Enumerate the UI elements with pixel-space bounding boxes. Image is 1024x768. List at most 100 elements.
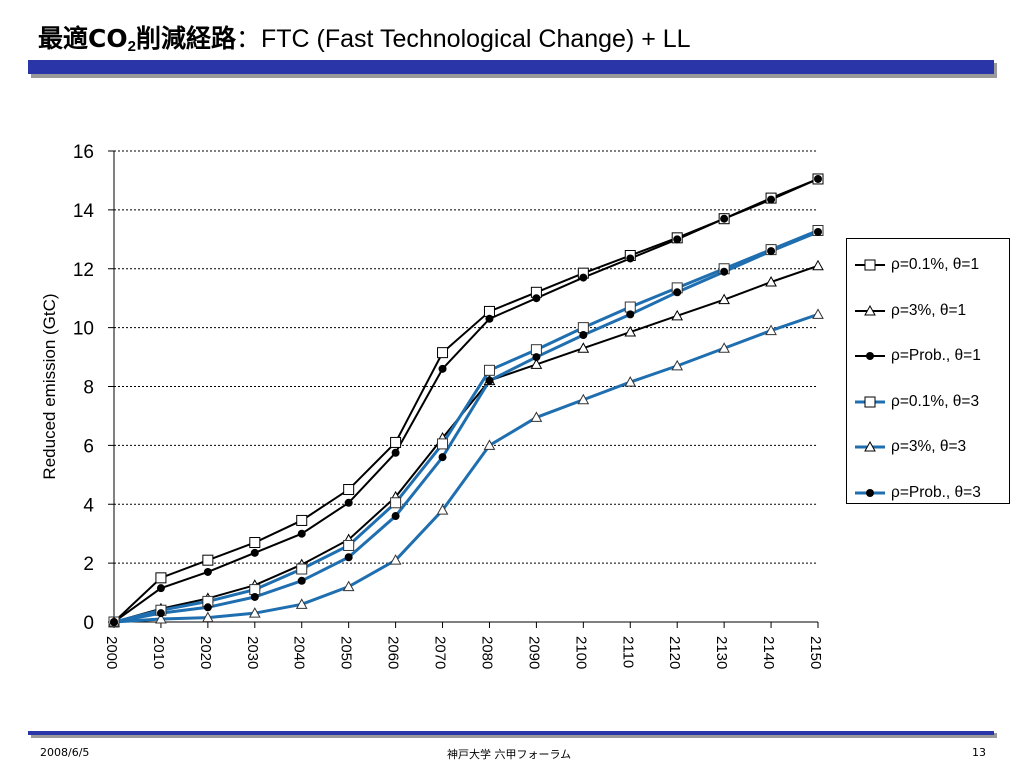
- data-point: [720, 267, 729, 276]
- data-point: [295, 598, 308, 609]
- data-point: [156, 609, 165, 618]
- x-tick-label: 2120: [666, 636, 683, 669]
- x-tick-label: 2080: [478, 636, 495, 669]
- header-bar: [28, 60, 994, 74]
- data-point: [249, 537, 261, 549]
- data-point: [673, 288, 682, 297]
- legend-label: ρ=0.1%, θ=3: [891, 392, 980, 410]
- data-point: [344, 553, 353, 562]
- legend-swatch: [855, 396, 885, 407]
- data-point: [577, 342, 590, 353]
- data-point: [438, 453, 447, 462]
- data-point: [344, 498, 353, 507]
- y-tick-label: 0: [83, 613, 94, 634]
- legend-swatch: [855, 259, 885, 271]
- data-point: [579, 330, 588, 339]
- legend-item: ρ=Prob., θ=1: [855, 346, 981, 366]
- x-tick-label: 2010: [150, 636, 167, 669]
- title-subscript: 2: [127, 38, 136, 55]
- data-point: [812, 308, 824, 319]
- x-tick-label: 2100: [572, 636, 589, 669]
- data-point: [814, 227, 822, 236]
- data-point: [391, 512, 400, 521]
- data-point: [297, 529, 306, 538]
- legend-label: ρ=Prob., θ=3: [891, 483, 981, 501]
- data-point: [814, 174, 822, 183]
- data-point: [767, 195, 776, 204]
- data-point: [532, 353, 541, 362]
- data-point: [718, 342, 730, 353]
- data-point: [673, 235, 682, 244]
- series-line: [113, 229, 819, 624]
- legend-swatch: [855, 440, 885, 452]
- title-prefix-b: 削減経路: [135, 24, 236, 53]
- x-tick-label: 2040: [291, 636, 308, 669]
- data-point: [203, 567, 212, 576]
- series-line: [113, 178, 819, 623]
- legend-item: ρ=0.1%, θ=1: [855, 255, 979, 275]
- data-point: [202, 611, 214, 623]
- footer-page-number: 13: [972, 746, 986, 759]
- y-tick-label: 14: [73, 201, 95, 222]
- legend-label: ρ=3%, θ=1: [891, 301, 967, 319]
- title-rest: ：FTC (Fast Technological Change) + LL: [235, 25, 691, 53]
- data-point: [671, 309, 684, 321]
- data-point: [296, 514, 308, 526]
- x-tick-label: 2110: [619, 636, 636, 668]
- data-point: [297, 576, 306, 585]
- data-point: [202, 554, 214, 566]
- x-tick-label: 2020: [197, 636, 214, 669]
- data-point: [342, 580, 355, 592]
- data-point: [390, 497, 402, 509]
- series-line: [113, 178, 819, 623]
- legend-swatch: [855, 488, 885, 497]
- y-tick-label: 6: [83, 436, 94, 457]
- x-tick-label: 2070: [432, 636, 449, 669]
- data-point: [248, 607, 261, 618]
- x-tick-label: 2140: [760, 636, 777, 669]
- y-tick-label: 12: [73, 260, 94, 281]
- x-tick-label: 2090: [525, 636, 542, 669]
- data-point: [296, 563, 308, 575]
- data-point: [530, 411, 543, 422]
- data-point: [765, 275, 777, 287]
- data-point: [718, 293, 730, 305]
- data-point: [530, 358, 543, 369]
- x-tick-label: 2150: [807, 636, 824, 669]
- data-point: [483, 439, 496, 450]
- data-point: [483, 364, 495, 376]
- x-tick-label: 2000: [103, 636, 120, 669]
- data-point: [437, 347, 449, 359]
- data-point: [391, 448, 400, 457]
- data-point: [155, 613, 167, 624]
- y-tick-label: 8: [83, 378, 94, 399]
- x-tick-label: 2060: [385, 636, 402, 669]
- chart-legend: ρ=0.1%, θ=1 ρ=3%, θ=1 ρ=Prob., θ=1 ρ=0.1%, …: [846, 238, 1010, 504]
- legend-swatch: [855, 304, 885, 315]
- footer-date: 2008/6/5: [40, 746, 90, 759]
- legend-label: ρ=0.1%, θ=1: [891, 256, 980, 273]
- legend-swatch: [855, 352, 885, 360]
- slide-title: 最適CO2削減経路：FTC (Fast Technological Change…: [38, 22, 691, 64]
- data-point: [577, 393, 590, 405]
- data-point: [110, 618, 118, 626]
- data-point: [767, 247, 776, 256]
- data-point: [436, 504, 449, 515]
- data-point: [579, 273, 588, 282]
- data-point: [156, 584, 165, 593]
- legend-item: ρ=3%, θ=3: [855, 437, 966, 457]
- data-point: [389, 554, 402, 565]
- x-tick-label: 2030: [244, 636, 261, 669]
- data-point: [624, 376, 637, 387]
- series-line: [113, 264, 819, 623]
- legend-label: ρ=3%, θ=3: [891, 438, 967, 455]
- x-tick-label: 2050: [338, 636, 355, 669]
- data-point: [532, 294, 541, 303]
- data-point: [624, 326, 637, 337]
- data-point: [485, 376, 494, 385]
- data-point: [485, 314, 494, 323]
- legend-item: ρ=0.1%, θ=3: [855, 392, 979, 412]
- footer-line: [28, 731, 994, 735]
- y-axis-label: Reduced emission (GtC): [40, 293, 59, 479]
